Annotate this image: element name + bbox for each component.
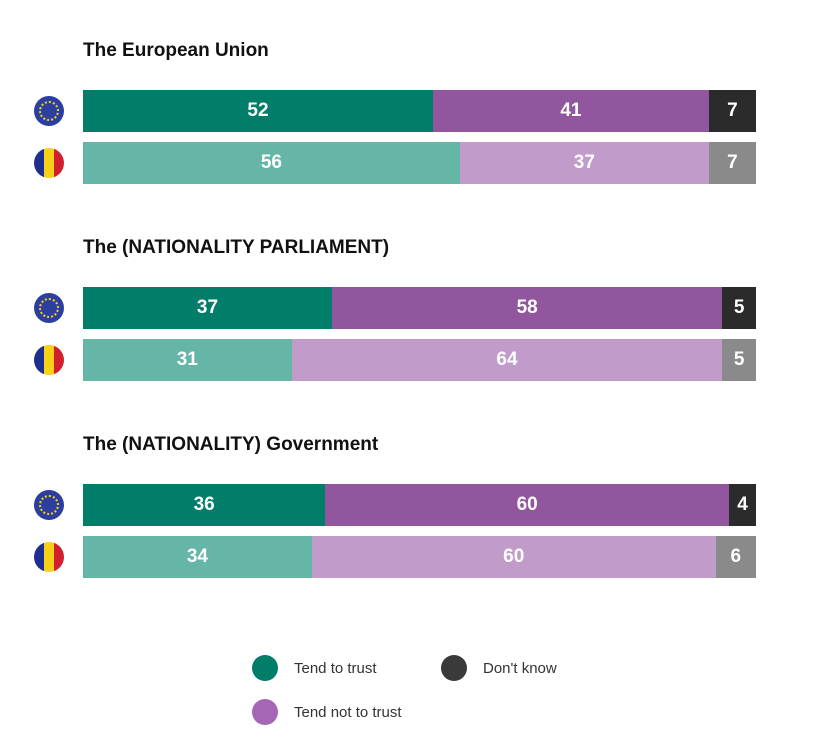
romania-flag-icon xyxy=(34,345,64,375)
romania-flag-icon xyxy=(34,542,64,572)
value-label: 37 xyxy=(196,297,219,318)
trust-dot-icon xyxy=(252,655,278,681)
value-label: 6 xyxy=(730,546,742,567)
dont-know-dot-icon xyxy=(441,655,467,681)
flag-stripe-yellow xyxy=(44,345,54,375)
flag-stripe-red xyxy=(54,345,64,375)
flag-stripe-yellow xyxy=(44,542,54,572)
flag-stripe-blue xyxy=(34,345,44,375)
stacked-bar: 52 41 7 xyxy=(83,90,756,132)
stacked-bar: 31 64 5 xyxy=(83,339,756,381)
not-trust-segment: 60 xyxy=(311,536,716,578)
flag-stripe-red xyxy=(54,148,64,178)
flag-stripe-blue xyxy=(34,148,44,178)
dont-know-segment: 6 xyxy=(715,536,756,578)
trust-segment: 36 xyxy=(83,484,326,526)
dont-know-segment: 7 xyxy=(708,90,756,132)
eu-flag-icon xyxy=(34,490,64,520)
not-trust-segment: 58 xyxy=(332,287,723,329)
bar-row: 37 58 5 xyxy=(0,287,826,329)
legend-item-trust: Tend to trust xyxy=(252,655,377,681)
group-title: The European Union xyxy=(83,40,269,61)
value-label: 60 xyxy=(503,546,525,567)
bar-row: 56 37 7 xyxy=(0,142,826,184)
value-label: 37 xyxy=(573,152,595,173)
bar-row: 34 60 6 xyxy=(0,536,826,578)
not-trust-segment: 60 xyxy=(325,484,730,526)
dont-know-segment: 5 xyxy=(722,287,756,329)
flag-stripe-blue xyxy=(34,542,44,572)
bar-row: 31 64 5 xyxy=(0,339,826,381)
value-label: 52 xyxy=(247,100,269,121)
value-label: 5 xyxy=(733,297,745,318)
flag-stripe-yellow xyxy=(44,148,54,178)
eu-stars-icon xyxy=(39,101,59,121)
value-label: 4 xyxy=(737,494,748,515)
value-label: 31 xyxy=(176,349,198,370)
eu-stars-icon xyxy=(39,495,59,515)
dont-know-segment: 7 xyxy=(708,142,756,184)
dont-know-segment: 4 xyxy=(729,484,756,526)
trust-segment: 52 xyxy=(83,90,433,132)
romania-flag-icon xyxy=(34,148,64,178)
value-label: 34 xyxy=(186,546,208,567)
not-trust-segment: 41 xyxy=(432,90,709,132)
stacked-bar: 56 37 7 xyxy=(83,142,756,184)
trust-segment: 56 xyxy=(83,142,460,184)
value-label: 7 xyxy=(727,152,738,173)
value-label: 64 xyxy=(496,349,518,370)
value-label: 58 xyxy=(516,297,538,318)
value-label: 36 xyxy=(193,494,215,515)
eu-flag-icon xyxy=(34,293,64,323)
legend-label: Tend not to trust xyxy=(294,703,402,721)
not-trust-segment: 64 xyxy=(291,339,723,381)
legend: Tend to trust Don't know Tend not to tru… xyxy=(252,655,652,735)
group-title: The (NATIONALITY) Government xyxy=(83,434,379,455)
legend-label: Tend to trust xyxy=(294,659,377,677)
eu-flag-icon xyxy=(34,96,64,126)
stacked-bar: 37 58 5 xyxy=(83,287,756,329)
not-trust-dot-icon xyxy=(252,699,278,725)
trust-segment: 31 xyxy=(83,339,292,381)
dont-know-segment: 5 xyxy=(722,339,756,381)
legend-item-not-trust: Tend not to trust xyxy=(252,699,402,725)
value-label: 60 xyxy=(516,494,538,515)
trust-segment: 34 xyxy=(83,536,312,578)
value-label: 41 xyxy=(560,100,582,121)
bar-row: 52 41 7 xyxy=(0,90,826,132)
not-trust-segment: 37 xyxy=(459,142,709,184)
value-label: 7 xyxy=(727,100,738,121)
legend-item-dont-know: Don't know xyxy=(441,655,557,681)
stacked-bar: 36 60 4 xyxy=(83,484,756,526)
group-title: The (NATIONALITY PARLIAMENT) xyxy=(83,237,390,258)
value-label: 56 xyxy=(260,152,282,173)
stacked-bar: 34 60 6 xyxy=(83,536,756,578)
eu-stars-icon xyxy=(39,298,59,318)
legend-label: Don't know xyxy=(483,659,557,677)
value-label: 5 xyxy=(733,349,745,370)
bar-row: 36 60 4 xyxy=(0,484,826,526)
flag-stripe-red xyxy=(54,542,64,572)
trust-segment: 37 xyxy=(83,287,332,329)
